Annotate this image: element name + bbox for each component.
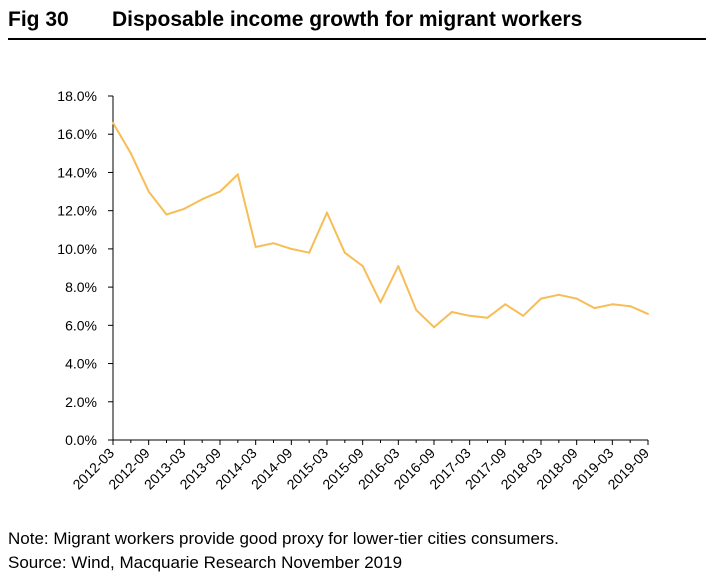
data-point bbox=[433, 326, 435, 329]
data-point bbox=[147, 190, 150, 193]
data-point bbox=[647, 312, 649, 315]
data-point bbox=[326, 211, 328, 214]
y-tick-label: 0.0% bbox=[65, 432, 97, 448]
data-point bbox=[540, 297, 542, 300]
y-tick-label: 2.0% bbox=[65, 394, 97, 410]
data-point bbox=[361, 265, 364, 268]
data-point bbox=[183, 207, 186, 210]
data-point bbox=[522, 314, 525, 317]
data-point bbox=[557, 293, 560, 296]
data-point bbox=[379, 301, 382, 304]
data-point bbox=[254, 246, 257, 248]
data-point bbox=[629, 305, 632, 308]
figure-number: Fig 30 bbox=[8, 8, 69, 31]
y-tick-label: 16.0% bbox=[57, 126, 97, 142]
y-tick-label: 12.0% bbox=[57, 203, 97, 219]
y-tick-label: 8.0% bbox=[65, 279, 97, 295]
y-tick-label: 6.0% bbox=[65, 317, 97, 333]
y-tick-label: 18.0% bbox=[57, 88, 97, 104]
data-point bbox=[450, 311, 453, 313]
figure-header: Fig 30 Disposable income growth for migr… bbox=[8, 4, 706, 40]
data-point bbox=[504, 303, 507, 306]
data-point bbox=[201, 198, 204, 201]
data-point bbox=[219, 190, 221, 193]
data-point bbox=[290, 247, 293, 250]
data-point bbox=[112, 121, 114, 124]
data-point bbox=[236, 173, 239, 176]
data-point bbox=[165, 213, 168, 216]
data-point bbox=[308, 251, 311, 254]
data-point bbox=[611, 303, 614, 306]
y-tick-label: 4.0% bbox=[65, 356, 97, 372]
chart-title: Disposable income growth for migrant wor… bbox=[112, 8, 583, 31]
data-point bbox=[272, 242, 275, 245]
source-note: Source: Wind, Macquarie Research Novembe… bbox=[8, 553, 403, 572]
footnote: Note: Migrant workers provide good proxy… bbox=[8, 529, 559, 548]
data-point bbox=[397, 265, 400, 268]
data-point bbox=[415, 309, 418, 311]
data-point bbox=[129, 152, 132, 155]
data-point bbox=[486, 316, 489, 319]
y-tick-label: 14.0% bbox=[57, 164, 97, 180]
data-point bbox=[343, 251, 346, 254]
data-point bbox=[575, 297, 578, 300]
data-point bbox=[593, 307, 596, 310]
y-tick-label: 10.0% bbox=[57, 241, 97, 257]
series-line bbox=[112, 122, 649, 329]
data-point bbox=[468, 314, 471, 317]
